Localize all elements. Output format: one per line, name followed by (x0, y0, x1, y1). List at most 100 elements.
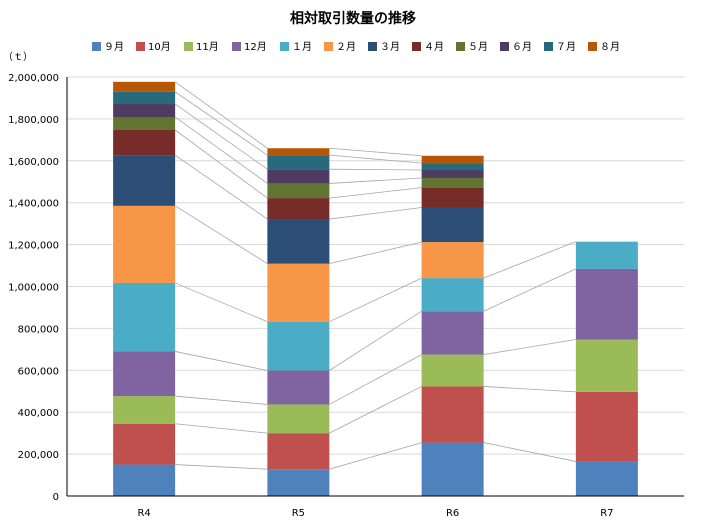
legend-swatch (92, 42, 101, 51)
bar-segment (267, 198, 330, 220)
bar-segment (113, 351, 176, 397)
legend-swatch (368, 42, 377, 51)
bar-segment (267, 148, 330, 156)
bar-segment (267, 404, 330, 434)
y-tick-label: 600,000 (18, 366, 59, 377)
bar-segment (421, 170, 484, 178)
legend-swatch (456, 42, 465, 51)
series-line (329, 442, 422, 470)
axes (66, 77, 684, 497)
y-tick-label: 1,800,000 (8, 115, 59, 126)
legend-label: 12月 (244, 41, 267, 53)
bar-segment (421, 163, 484, 171)
series-line (329, 310, 422, 371)
series-line (175, 423, 268, 434)
legend-swatch (500, 42, 509, 51)
y-tick-label: 1,400,000 (8, 199, 59, 210)
series-line (174, 205, 268, 265)
series-line (329, 187, 422, 199)
legend-label: ２月 (336, 41, 356, 53)
bar-segment (421, 155, 484, 164)
series-connector-lines (174, 81, 577, 470)
bar-segment (421, 278, 484, 312)
legend-swatch (412, 42, 421, 51)
x-tick-label: R6 (446, 508, 459, 519)
x-tick-label: R7 (600, 508, 613, 519)
series-line (175, 464, 268, 470)
bar-segment (267, 219, 330, 264)
y-tick-label: 2,000,000 (8, 73, 59, 84)
x-tick-label: R5 (292, 508, 305, 519)
bar-segment (113, 91, 176, 105)
x-axis-tick-labels: R4 R5 R6 R7 (137, 508, 613, 519)
y-tick-label: 200,000 (18, 450, 59, 461)
bar-segment (267, 169, 330, 184)
bar-segment (421, 386, 484, 443)
y-axis-tick-labels: 0 200,000 400,000 600,000 800,000 1,000,000 1,… (8, 73, 59, 503)
bar-segment (575, 391, 638, 462)
series-line (329, 147, 422, 157)
bar-segment (113, 104, 176, 118)
y-tick-label: 1,600,000 (8, 157, 59, 168)
series-line (483, 241, 577, 279)
series-line (329, 277, 422, 323)
series-line (174, 154, 268, 220)
series-line (483, 386, 576, 393)
bar-segment (267, 321, 330, 371)
y-tick-label: 400,000 (18, 408, 59, 419)
legend-label: 11月 (196, 41, 219, 53)
y-tick-label: 1,000,000 (8, 283, 59, 294)
legend-swatch (544, 42, 553, 51)
bar-segment (113, 423, 176, 465)
series-line (174, 81, 268, 149)
series-line (175, 395, 268, 405)
legend-label: ８月 (600, 41, 620, 53)
chart-title: 相対取引数量の推移 (290, 10, 416, 27)
y-tick-label: 800,000 (18, 324, 59, 335)
series-line (329, 354, 422, 405)
y-axis-unit-label: （ｔ） (3, 51, 33, 63)
bar-segment (575, 268, 638, 340)
bar-segment (421, 442, 484, 496)
series-line (329, 207, 422, 220)
bar-segment (267, 263, 330, 322)
legend-swatch (324, 42, 333, 51)
bar-segment (575, 461, 638, 496)
series-line (174, 282, 268, 323)
series-line (329, 168, 422, 171)
legend-label: ５月 (468, 41, 488, 53)
bar-segment (113, 205, 176, 283)
series-line (174, 116, 268, 184)
series-line (483, 339, 576, 355)
bar-segment (113, 155, 176, 206)
bar-segment (113, 464, 176, 496)
bar-segment (113, 282, 176, 352)
series-line (329, 386, 422, 434)
bar-segment (421, 177, 484, 188)
legend-label: ４月 (424, 41, 444, 53)
legend-label: ６月 (512, 41, 532, 53)
series-line (175, 351, 268, 371)
bar-segment (267, 469, 330, 496)
bar-segment (575, 241, 638, 269)
legend-swatch (136, 42, 145, 51)
legend-label: ３月 (380, 41, 400, 53)
bar-segment (421, 242, 484, 279)
legend-swatch (184, 42, 193, 51)
bar-segment (421, 311, 484, 355)
series-line (483, 442, 576, 462)
legend-label: １月 (292, 41, 312, 53)
series-line (174, 129, 268, 199)
series-line (329, 154, 422, 164)
bar-segment (421, 354, 484, 387)
bar-segment (267, 433, 330, 470)
legend-label: 10月 (148, 41, 171, 53)
bar-segment (421, 187, 484, 208)
bars (113, 81, 638, 496)
bar-segment (267, 370, 330, 405)
series-line (329, 241, 422, 265)
bar-segment (113, 396, 176, 424)
bar-segment (113, 81, 176, 92)
series-line (174, 103, 268, 170)
